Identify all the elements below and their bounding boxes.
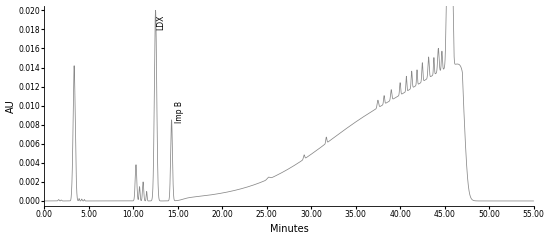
Y-axis label: AU: AU — [6, 99, 15, 113]
X-axis label: Minutes: Minutes — [270, 224, 309, 234]
Text: Imp B: Imp B — [175, 101, 184, 123]
Text: LDX: LDX — [156, 15, 165, 30]
